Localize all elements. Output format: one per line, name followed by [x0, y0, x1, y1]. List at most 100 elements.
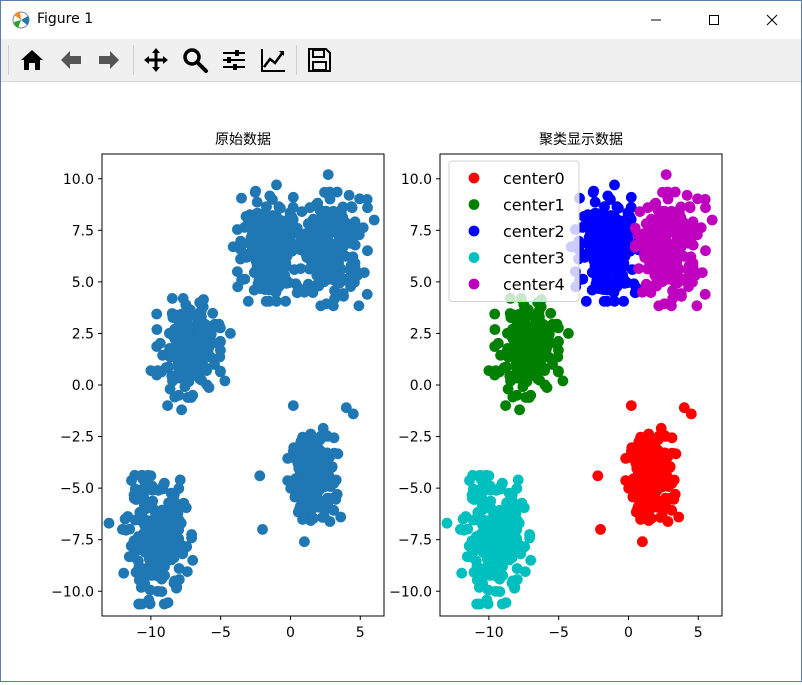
data-point-center2 [625, 191, 637, 203]
close-button[interactable] [743, 1, 801, 39]
data-point-center2 [606, 284, 618, 296]
data-point [164, 383, 176, 395]
data-point [207, 307, 219, 319]
scatter-points [441, 169, 718, 610]
data-point [169, 497, 181, 508]
configure-subplots-button[interactable] [218, 44, 250, 76]
data-point [311, 198, 322, 210]
data-point-center2 [613, 230, 625, 242]
data-point-center2 [609, 179, 620, 191]
data-point-center4 [672, 211, 684, 222]
data-point [117, 524, 128, 535]
data-point-center1 [519, 319, 531, 331]
figure[interactable]: −10 −5 0 5 10.0 7.5 5.0 2.5 0.0 −2.5 −5.0 −7.5 −10.0… [1, 82, 801, 681]
back-button[interactable] [55, 44, 87, 76]
data-point-center3 [461, 551, 473, 563]
data-point [151, 324, 163, 335]
data-point [119, 513, 131, 525]
data-point [362, 245, 373, 257]
data-point [321, 447, 333, 459]
data-point-center1 [517, 329, 529, 341]
data-point-center1 [553, 322, 564, 334]
axes-title: 原始数据 [215, 132, 271, 148]
data-point [165, 351, 176, 363]
data-point-center0 [635, 506, 647, 518]
data-point-center4 [683, 281, 694, 292]
data-point [162, 597, 174, 608]
data-point [168, 552, 180, 564]
data-point-center4 [648, 266, 660, 278]
edit-axis-button[interactable] [257, 44, 289, 76]
data-point-center3 [525, 554, 537, 566]
figure-canvas[interactable]: −10 −5 0 5 10.0 7.5 5.0 2.5 0.0 −2.5 −5.0 −7.5 −10.0… [1, 82, 801, 681]
data-point [314, 471, 325, 482]
data-point [146, 529, 158, 540]
data-point [180, 308, 192, 320]
y-tick-label: −5.0 [60, 481, 94, 497]
data-point-center3 [455, 524, 466, 535]
title-bar[interactable]: Figure 1 [1, 1, 801, 39]
data-point-center2 [589, 196, 601, 208]
data-point-center1 [514, 357, 525, 369]
data-point-center3 [512, 474, 524, 486]
data-point [351, 224, 362, 236]
zoom-button[interactable] [179, 44, 211, 76]
data-point [305, 250, 316, 262]
data-point-center4 [653, 227, 665, 239]
data-point [297, 431, 308, 443]
data-point [235, 235, 247, 247]
home-button[interactable] [16, 44, 48, 76]
data-point-center4 [645, 287, 657, 298]
axes-2[interactable]: −10 −5 0 5 10.0 7.5 5.0 2.5 0.0 −2.5 −5.0 −7.5 −10.0… [389, 132, 723, 641]
edit-axis-icon [261, 49, 285, 72]
data-point [137, 483, 149, 495]
data-point [187, 554, 199, 566]
data-point [343, 189, 355, 201]
legend-label-center3: center3 [503, 249, 565, 268]
data-point [299, 286, 310, 298]
data-point [173, 338, 185, 350]
data-point-center3 [473, 582, 485, 593]
data-point [194, 297, 206, 308]
data-point [315, 300, 327, 312]
data-point [294, 467, 306, 479]
data-point [302, 278, 314, 290]
data-point [327, 253, 339, 265]
data-point-center2 [600, 247, 612, 258]
data-point-center2 [601, 238, 612, 250]
data-point-center4 [681, 189, 693, 201]
data-point-center1 [510, 323, 521, 334]
data-point [165, 487, 177, 499]
data-point [215, 322, 226, 334]
data-point [172, 507, 184, 519]
minimize-button[interactable] [627, 1, 685, 39]
data-point [338, 290, 349, 302]
data-point [152, 585, 164, 597]
data-point-center2 [598, 295, 610, 307]
data-point-center1 [502, 383, 514, 395]
x-tick-label: −10 [474, 625, 504, 641]
legend[interactable]: center0 center1 center2 center3 center4 [448, 160, 580, 302]
data-point-center3 [495, 547, 507, 558]
data-point [260, 295, 272, 307]
data-point [324, 186, 336, 198]
save-button[interactable] [303, 44, 335, 76]
data-point-center3 [477, 519, 489, 531]
data-point [299, 536, 310, 548]
data-point [290, 278, 302, 290]
forward-button[interactable] [93, 44, 125, 76]
data-point-center1 [511, 389, 523, 401]
maximize-button[interactable] [685, 1, 743, 39]
data-point-center0 [630, 479, 642, 491]
data-point [103, 517, 115, 529]
axes-1[interactable]: −10 −5 0 5 10.0 7.5 5.0 2.5 0.0 −2.5 −5.0 −7.5 −10.0… [51, 132, 385, 641]
data-point [320, 205, 332, 217]
data-point [271, 179, 282, 191]
data-point-center0 [666, 478, 678, 489]
data-point [361, 288, 373, 300]
data-point-center3 [466, 489, 478, 501]
pan-button[interactable] [140, 44, 172, 76]
data-point-center3 [506, 552, 518, 564]
data-point-center1 [503, 351, 514, 363]
data-point [279, 252, 291, 264]
